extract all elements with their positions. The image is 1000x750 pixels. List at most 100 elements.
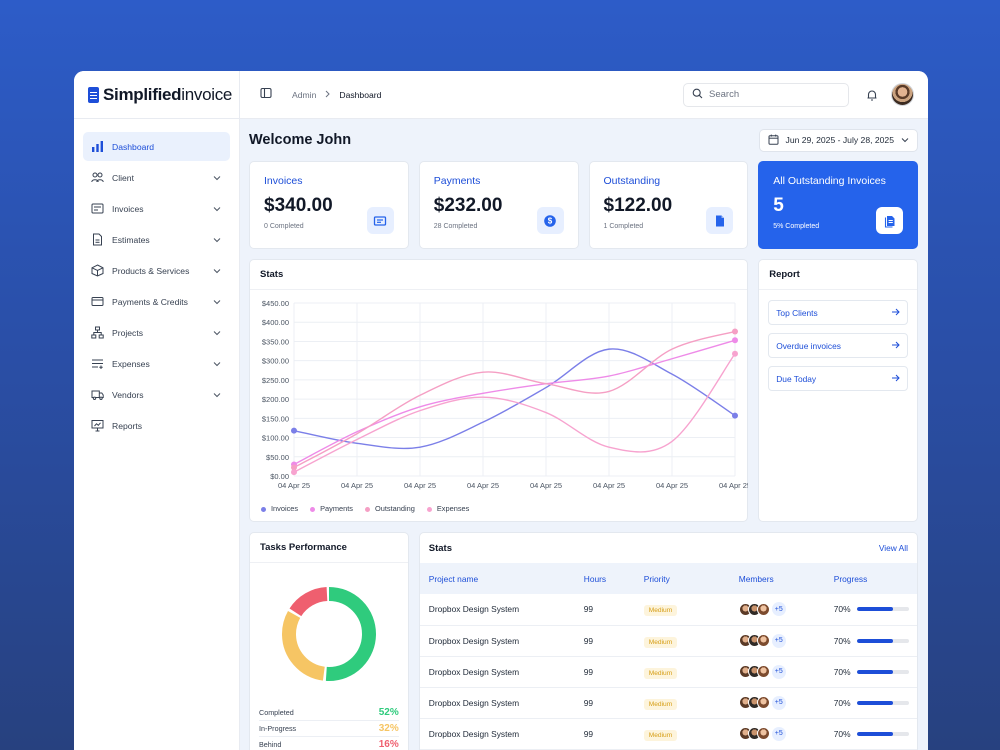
sidebar-item-client[interactable]: Client: [83, 163, 230, 192]
series-line-outstanding: [293, 330, 736, 469]
sidebar-item-products-services[interactable]: Products & Services: [83, 256, 230, 285]
report-link-top-clients[interactable]: Top Clients: [768, 300, 908, 325]
payments-card[interactable]: Payments $232.00 28 Completed $: [418, 161, 579, 249]
donut-segment-completed: [282, 587, 376, 681]
series-line-payments: [293, 339, 736, 466]
task-percent: 32%: [378, 723, 399, 734]
member-avatar: [756, 727, 770, 740]
data-point-outstanding: [732, 328, 738, 335]
sidebar-item-label: Payments & Credits: [112, 296, 188, 307]
dollar-icon: $: [536, 207, 564, 234]
sidebar-item-label: Dashboard: [112, 141, 155, 152]
data-point-expenses: [291, 469, 297, 476]
sidebar-nav: Dashboard Client Invoices Estimates Products…: [74, 119, 239, 455]
legend-label: Invoices: [271, 504, 299, 513]
member-avatars[interactable]: +5: [738, 602, 825, 617]
sidebar-item-payments-credits[interactable]: Payments & Credits: [83, 287, 230, 316]
card-subtitle: 1 Completed: [603, 223, 644, 230]
table-row[interactable]: Dropbox Design System 99 Medium +5 70%: [419, 594, 917, 626]
report-link-overdue-invoices[interactable]: Overdue invoices: [768, 333, 908, 358]
report-title: Report: [759, 260, 917, 290]
sidebar-toggle-icon[interactable]: [260, 86, 272, 104]
breadcrumb-current: Dashboard: [339, 89, 382, 100]
projects-title: Stats: [428, 542, 452, 554]
projects-table: Project name Hours Priority Members Progress…: [419, 563, 917, 750]
progress-bar: [856, 669, 909, 674]
legend-item-payments[interactable]: Payments: [310, 504, 353, 513]
member-avatars[interactable]: +5: [738, 633, 825, 648]
sidebar-item-vendors[interactable]: Vendors: [83, 380, 230, 409]
arrow-right-icon: [891, 308, 900, 318]
document-icon: [91, 233, 104, 246]
invoices-card[interactable]: Invoices $340.00 0 Completed: [249, 161, 409, 249]
table-row[interactable]: Dropbox Design System 99 Medium +5 70%: [419, 625, 917, 657]
chevron-down-icon: [212, 266, 222, 276]
card-title: Payments: [433, 175, 481, 187]
view-all-link[interactable]: View All: [878, 543, 908, 553]
progress-cell: 70%: [824, 625, 917, 657]
search-input[interactable]: Search: [683, 82, 849, 107]
column-header[interactable]: Priority: [634, 563, 730, 594]
task-percent: 52%: [378, 707, 399, 718]
line-chart: $450.00 $400.00 $350.00 $300.00 $250.00 $200.…: [262, 299, 748, 490]
member-avatars[interactable]: +5: [738, 664, 825, 679]
table-row[interactable]: Dropbox Design System 99 Medium +5 70%: [419, 687, 917, 719]
column-header[interactable]: Members: [729, 563, 825, 594]
date-range-picker[interactable]: Jun 29, 2025 - July 28, 2025: [758, 128, 918, 152]
card-subtitle: 5% Completed: [773, 223, 820, 230]
progress-text: 70%: [833, 635, 851, 646]
breadcrumb-admin[interactable]: Admin: [292, 89, 317, 100]
table-row[interactable]: Dropbox Design System 99 Medium +5 70%: [419, 656, 917, 688]
y-tick-label: $100.00: [262, 434, 289, 443]
project-hours: 99: [574, 656, 635, 688]
progress-text: 70%: [833, 728, 851, 739]
column-header[interactable]: Progress: [824, 563, 917, 594]
logo[interactable]: Simplifiedinvoice: [74, 71, 239, 119]
legend-label: Outstanding: [375, 504, 415, 513]
sidebar-item-invoices[interactable]: Invoices: [83, 194, 230, 223]
members-cell: +5: [729, 594, 825, 626]
calendar-icon: [768, 134, 779, 147]
project-name: Dropbox Design System: [419, 687, 575, 719]
project-name: Dropbox Design System: [419, 718, 575, 750]
report-link-label: Due Today: [776, 373, 817, 384]
presentation-icon: [91, 419, 104, 432]
y-tick-label: $450.00: [262, 299, 289, 308]
y-tick-label: $400.00: [262, 318, 289, 327]
members-cell: +5: [729, 718, 825, 750]
legend-label: Expenses: [436, 504, 470, 513]
sidebar-item-expenses[interactable]: Expenses: [83, 349, 230, 378]
sidebar-item-projects[interactable]: Projects: [83, 318, 230, 347]
column-header[interactable]: Hours: [574, 563, 635, 594]
legend-item-expenses[interactable]: Expenses: [426, 504, 470, 513]
sidebar-item-reports[interactable]: Reports: [83, 411, 230, 440]
column-header[interactable]: Project name: [419, 563, 575, 594]
y-tick-label: $50.00: [266, 453, 289, 462]
project-name: Dropbox Design System: [419, 594, 575, 626]
card-value: $122.00: [603, 195, 673, 216]
task-label: Behind: [259, 740, 282, 749]
table-row[interactable]: Dropbox Design System 99 Medium +5 70%: [419, 718, 917, 750]
bell-icon[interactable]: [865, 88, 879, 102]
task-row: Behind 16%: [259, 737, 399, 750]
list-add-icon: [91, 357, 104, 370]
legend-dot: [365, 506, 370, 512]
project-hours: 99: [574, 594, 635, 626]
task-label: Completed: [259, 708, 294, 717]
avatar[interactable]: [891, 83, 914, 106]
series-line-expenses: [293, 353, 736, 473]
sidebar-item-estimates[interactable]: Estimates: [83, 225, 230, 254]
progress-bar: [856, 638, 909, 643]
y-tick-label: $350.00: [262, 337, 289, 346]
sidebar-item-dashboard[interactable]: Dashboard: [83, 132, 230, 161]
outstanding-card[interactable]: Outstanding $122.00 1 Completed: [588, 161, 749, 249]
report-link-label: Overdue invoices: [776, 340, 841, 351]
member-avatars[interactable]: +5: [738, 726, 825, 741]
donut-segment-in-progress: [282, 587, 376, 681]
legend-item-outstanding[interactable]: Outstanding: [365, 504, 415, 513]
report-link-due-today[interactable]: Due Today: [768, 366, 908, 391]
y-tick-label: $200.00: [262, 395, 289, 404]
all-outstanding-invoices-card[interactable]: All Outstanding Invoices 5 5% Completed: [758, 161, 918, 249]
member-avatars[interactable]: +5: [738, 695, 825, 710]
legend-item-invoices[interactable]: Invoices: [261, 504, 298, 513]
